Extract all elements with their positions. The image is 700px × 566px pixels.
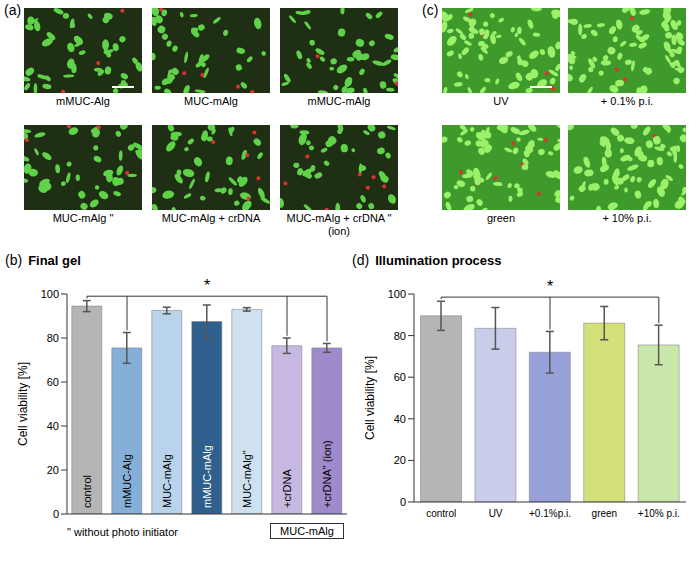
html-text:" without photo initiator: " without photo initiator <box>67 526 178 538</box>
svg-text:*: * <box>547 278 553 295</box>
svg-text:control: control <box>426 508 456 519</box>
html-text:MUC-mAlg + crDNA: MUC-mAlg + crDNA <box>161 212 261 224</box>
svg-text:control: control <box>81 475 93 508</box>
html-text:MUC-mAlg ": MUC-mAlg " <box>52 212 114 224</box>
svg-text:Cell viability [%]: Cell viability [%] <box>363 356 377 440</box>
svg-text:0: 0 <box>400 496 406 508</box>
svg-text:green: green <box>592 508 618 519</box>
html-text:+ 10% p.i.: + 10% p.i. <box>602 212 652 224</box>
svg-text:60: 60 <box>394 371 406 383</box>
html-text:(d) Illumination process: (d) Illumination process <box>352 252 502 268</box>
svg-text:Cell viability [%]: Cell viability [%] <box>16 362 30 446</box>
svg-text:UV: UV <box>489 508 503 519</box>
html-text:(a): (a) <box>4 2 22 18</box>
html-text:mMUC-Alg: mMUC-Alg <box>56 95 110 107</box>
html-text:MUC-mAlg: MUC-mAlg <box>184 95 238 107</box>
svg-text:80: 80 <box>394 330 406 342</box>
html-text:+ 0.1% p.i.: + 0.1% p.i. <box>600 95 654 107</box>
html-text:mMUC-mAlg: mMUC-mAlg <box>307 95 371 107</box>
html-text:MUC-mAlg: MUC-mAlg <box>280 525 334 537</box>
svg-text:100: 100 <box>388 288 406 300</box>
html-text:(c): (c) <box>422 2 439 18</box>
svg-text:+crDNA: +crDNA <box>281 469 293 508</box>
svg-text:MUC-mAlg: MUC-mAlg <box>161 454 173 508</box>
svg-text:100: 100 <box>41 288 59 300</box>
html-text:UV: UV <box>493 95 509 107</box>
svg-text:*: * <box>204 277 210 294</box>
svg-text:80: 80 <box>47 332 59 344</box>
svg-text:+crDNA" (ion): +crDNA" (ion) <box>321 440 333 508</box>
svg-text:60: 60 <box>47 376 59 388</box>
svg-text:20: 20 <box>394 454 406 466</box>
svg-text:20: 20 <box>47 464 59 476</box>
html-text:(b) Final gel: (b) Final gel <box>5 252 81 268</box>
html-text:green: green <box>486 212 516 224</box>
svg-text:0: 0 <box>53 508 59 520</box>
svg-text:+10% p.i.: +10% p.i. <box>638 508 680 519</box>
svg-text:+0.1%p.i.: +0.1%p.i. <box>529 508 571 519</box>
svg-text:40: 40 <box>47 420 59 432</box>
svg-text:mMUC-Alg: mMUC-Alg <box>121 454 133 508</box>
html-text:MUC-mAlg + crDNA " (ion): MUC-mAlg + crDNA " (ion) <box>286 212 392 237</box>
svg-text:mMUC-mAlg: mMUC-mAlg <box>201 445 213 508</box>
svg-text:MUC-mAlg": MUC-mAlg" <box>241 450 253 508</box>
svg-text:40: 40 <box>394 413 406 425</box>
